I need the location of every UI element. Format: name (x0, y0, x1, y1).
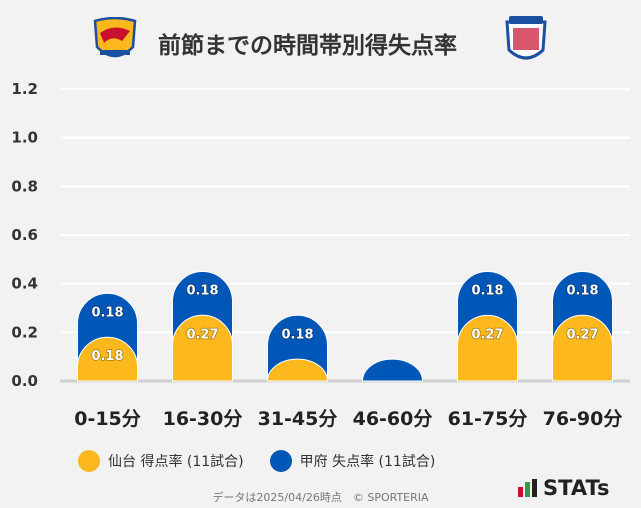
legend-item-home: 仙台 得点率 (11試合) (78, 450, 244, 472)
footer-note: データは2025/04/26時点 © SPORTERIA (212, 491, 429, 504)
data-label-home: 0.27 (566, 327, 598, 342)
data-label-away: 0.18 (566, 284, 598, 299)
y-tick-label: 0.2 (11, 323, 38, 341)
bar-home (77, 336, 138, 382)
bar-away (361, 358, 424, 382)
data-label-home: 0.18 (91, 349, 123, 364)
x-tick-label: 16-30分 (163, 408, 243, 430)
away-team-logo (505, 16, 547, 60)
legend-label-home: 仙台 得点率 (11試合) (108, 454, 244, 470)
bar-home (266, 358, 329, 382)
data-label-away: 0.18 (186, 284, 218, 299)
data-label-away: 0.18 (281, 327, 313, 342)
legend-item-away: 甲府 失点率 (11試合) (269, 450, 436, 472)
legend-label-away: 甲府 失点率 (11試合) (299, 454, 436, 470)
legend: 仙台 得点率 (11試合) 甲府 失点率 (11試合) (78, 450, 435, 472)
y-tick-label: 0.8 (11, 177, 38, 195)
x-tick-label: 76-90分 (543, 408, 623, 430)
bar-home (552, 314, 613, 382)
chart-title: 前節までの時間帯別得失点率 (158, 33, 457, 59)
data-label-home: 0.27 (471, 327, 503, 342)
home-team-logo (93, 17, 137, 58)
stats-brand: STATs (518, 476, 609, 500)
legend-swatch-home (78, 450, 100, 472)
y-tick-label: 0.6 (11, 226, 38, 244)
data-label-home: 0.27 (186, 327, 218, 342)
bar-home (457, 314, 518, 382)
x-tick-label: 46-60分 (353, 408, 433, 430)
bar-home (172, 314, 233, 382)
data-label-away: 0.18 (91, 305, 123, 320)
brand-text: STATs (543, 476, 610, 500)
y-tick-label: 1.2 (11, 80, 38, 98)
x-tick-label: 61-75分 (448, 408, 528, 430)
stats-logo-icon (518, 479, 537, 497)
y-tick-label: 0.0 (11, 372, 38, 390)
x-tick-label: 0-15分 (74, 408, 141, 430)
y-tick-label: 0.4 (11, 275, 38, 293)
x-tick-label: 31-45分 (258, 408, 338, 430)
data-label-away: 0.18 (471, 284, 503, 299)
y-tick-label: 1.0 (11, 129, 38, 147)
legend-swatch-away (269, 450, 292, 472)
bar-chart: 0.0 0.2 0.4 0.6 0.8 1.0 1.2 0.18 0.18 0-15分 0.18 0.… (11, 80, 630, 430)
